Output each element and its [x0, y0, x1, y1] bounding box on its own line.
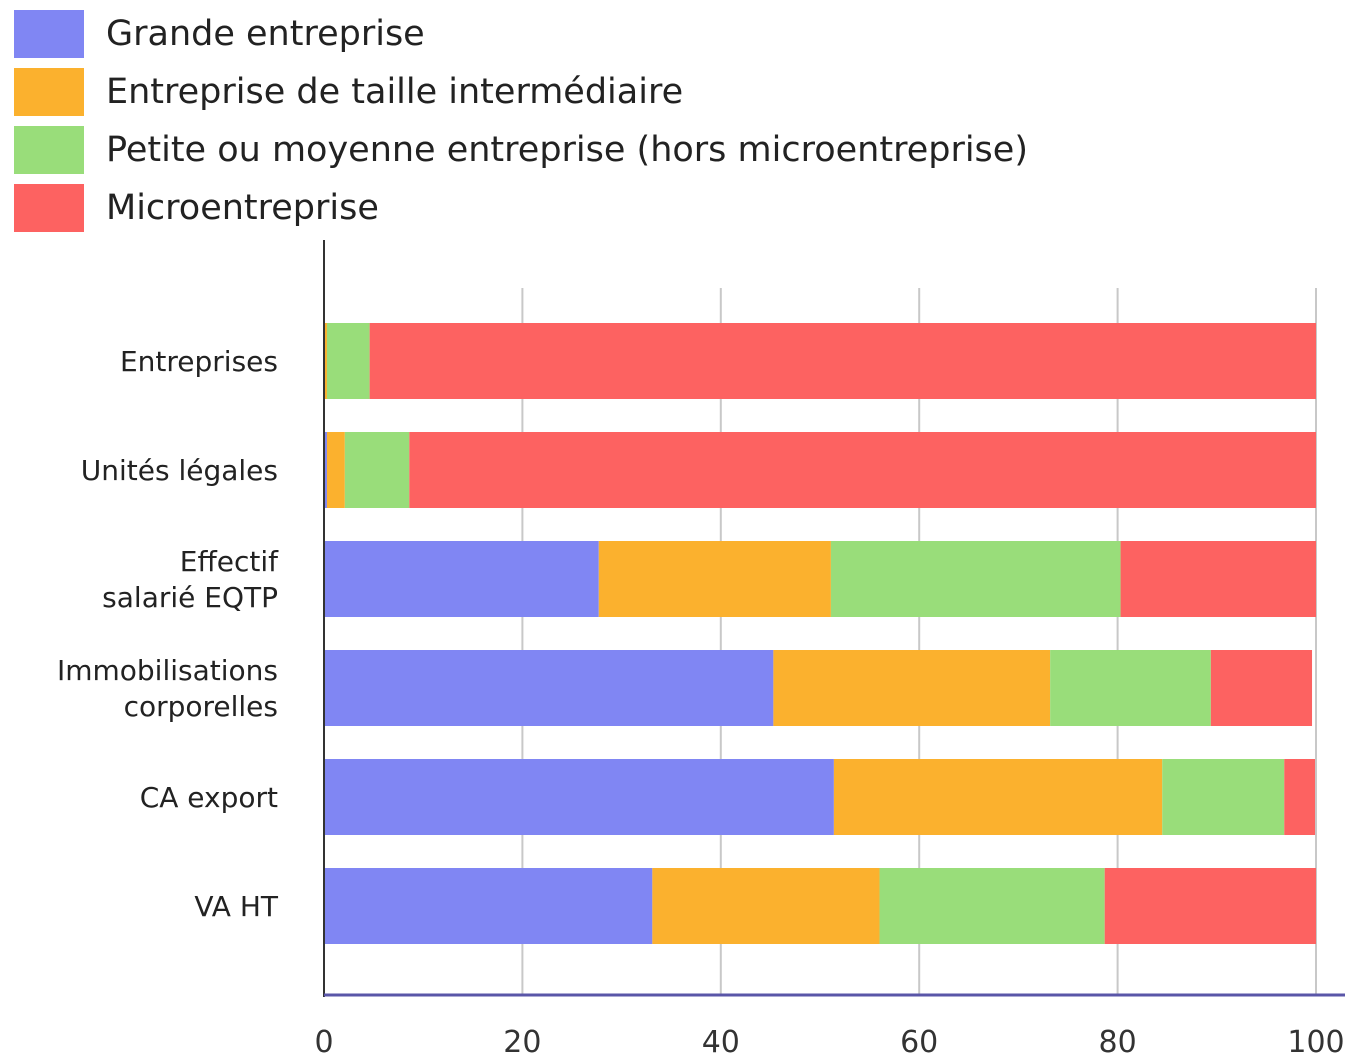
x-tick-label: 40 — [702, 1025, 740, 1058]
legend-item: Petite ou moyenne entreprise (hors micro… — [14, 126, 1114, 174]
x-tick-label: 20 — [503, 1025, 541, 1058]
y-category-label: Effectif — [180, 545, 279, 578]
bar-segment — [409, 432, 1316, 508]
y-category-label: Immobilisations — [57, 654, 278, 687]
legend-item: Microentreprise — [14, 184, 1114, 232]
y-category-label: VA HT — [194, 890, 278, 923]
bar-segment — [879, 868, 1105, 944]
bar-segment — [1120, 541, 1316, 617]
bar-segment — [1210, 650, 1313, 726]
y-category-label: corporelles — [124, 690, 278, 723]
bar-segment — [773, 650, 1051, 726]
y-category-label: Unités légales — [81, 454, 278, 487]
bar-segment — [833, 759, 1163, 835]
y-category-label: Entreprises — [120, 345, 278, 378]
bar-segment — [1050, 650, 1211, 726]
legend-swatch — [14, 184, 84, 232]
bar-segment — [326, 323, 370, 399]
legend-label: Entreprise de taille intermédiaire — [106, 72, 684, 112]
x-tick-label: 60 — [900, 1025, 938, 1058]
legend-swatch — [14, 126, 84, 174]
bar-segment — [324, 868, 653, 944]
bar-segment — [324, 650, 774, 726]
bar-segment — [324, 541, 599, 617]
bar-segment — [324, 759, 834, 835]
legend-swatch — [14, 68, 84, 116]
bar-segment — [652, 868, 880, 944]
x-tick-label: 80 — [1099, 1025, 1137, 1058]
legend-swatch — [14, 10, 84, 58]
x-tick-label: 100 — [1287, 1025, 1344, 1058]
bar-segment — [369, 323, 1317, 399]
bar-segment — [598, 541, 831, 617]
legend-label: Petite ou moyenne entreprise (hors micro… — [106, 130, 1028, 170]
legend-item: Grande entreprise — [14, 10, 1114, 58]
y-category-label: salarié EQTP — [102, 581, 278, 614]
bar-segment — [1162, 759, 1285, 835]
legend-item: Entreprise de taille intermédiaire — [14, 68, 1114, 116]
x-tick-label: 0 — [314, 1025, 333, 1058]
bar-segment — [326, 432, 345, 508]
bar-segment — [324, 323, 327, 399]
legend-label: Microentreprise — [106, 188, 379, 228]
bar-segment — [324, 432, 327, 508]
legend-label: Grande entreprise — [106, 14, 425, 54]
bar-segment — [830, 541, 1121, 617]
y-category-label: CA export — [140, 781, 278, 814]
bar-segment — [1284, 759, 1316, 835]
bar-segment — [1104, 868, 1316, 944]
bar-segment — [344, 432, 410, 508]
